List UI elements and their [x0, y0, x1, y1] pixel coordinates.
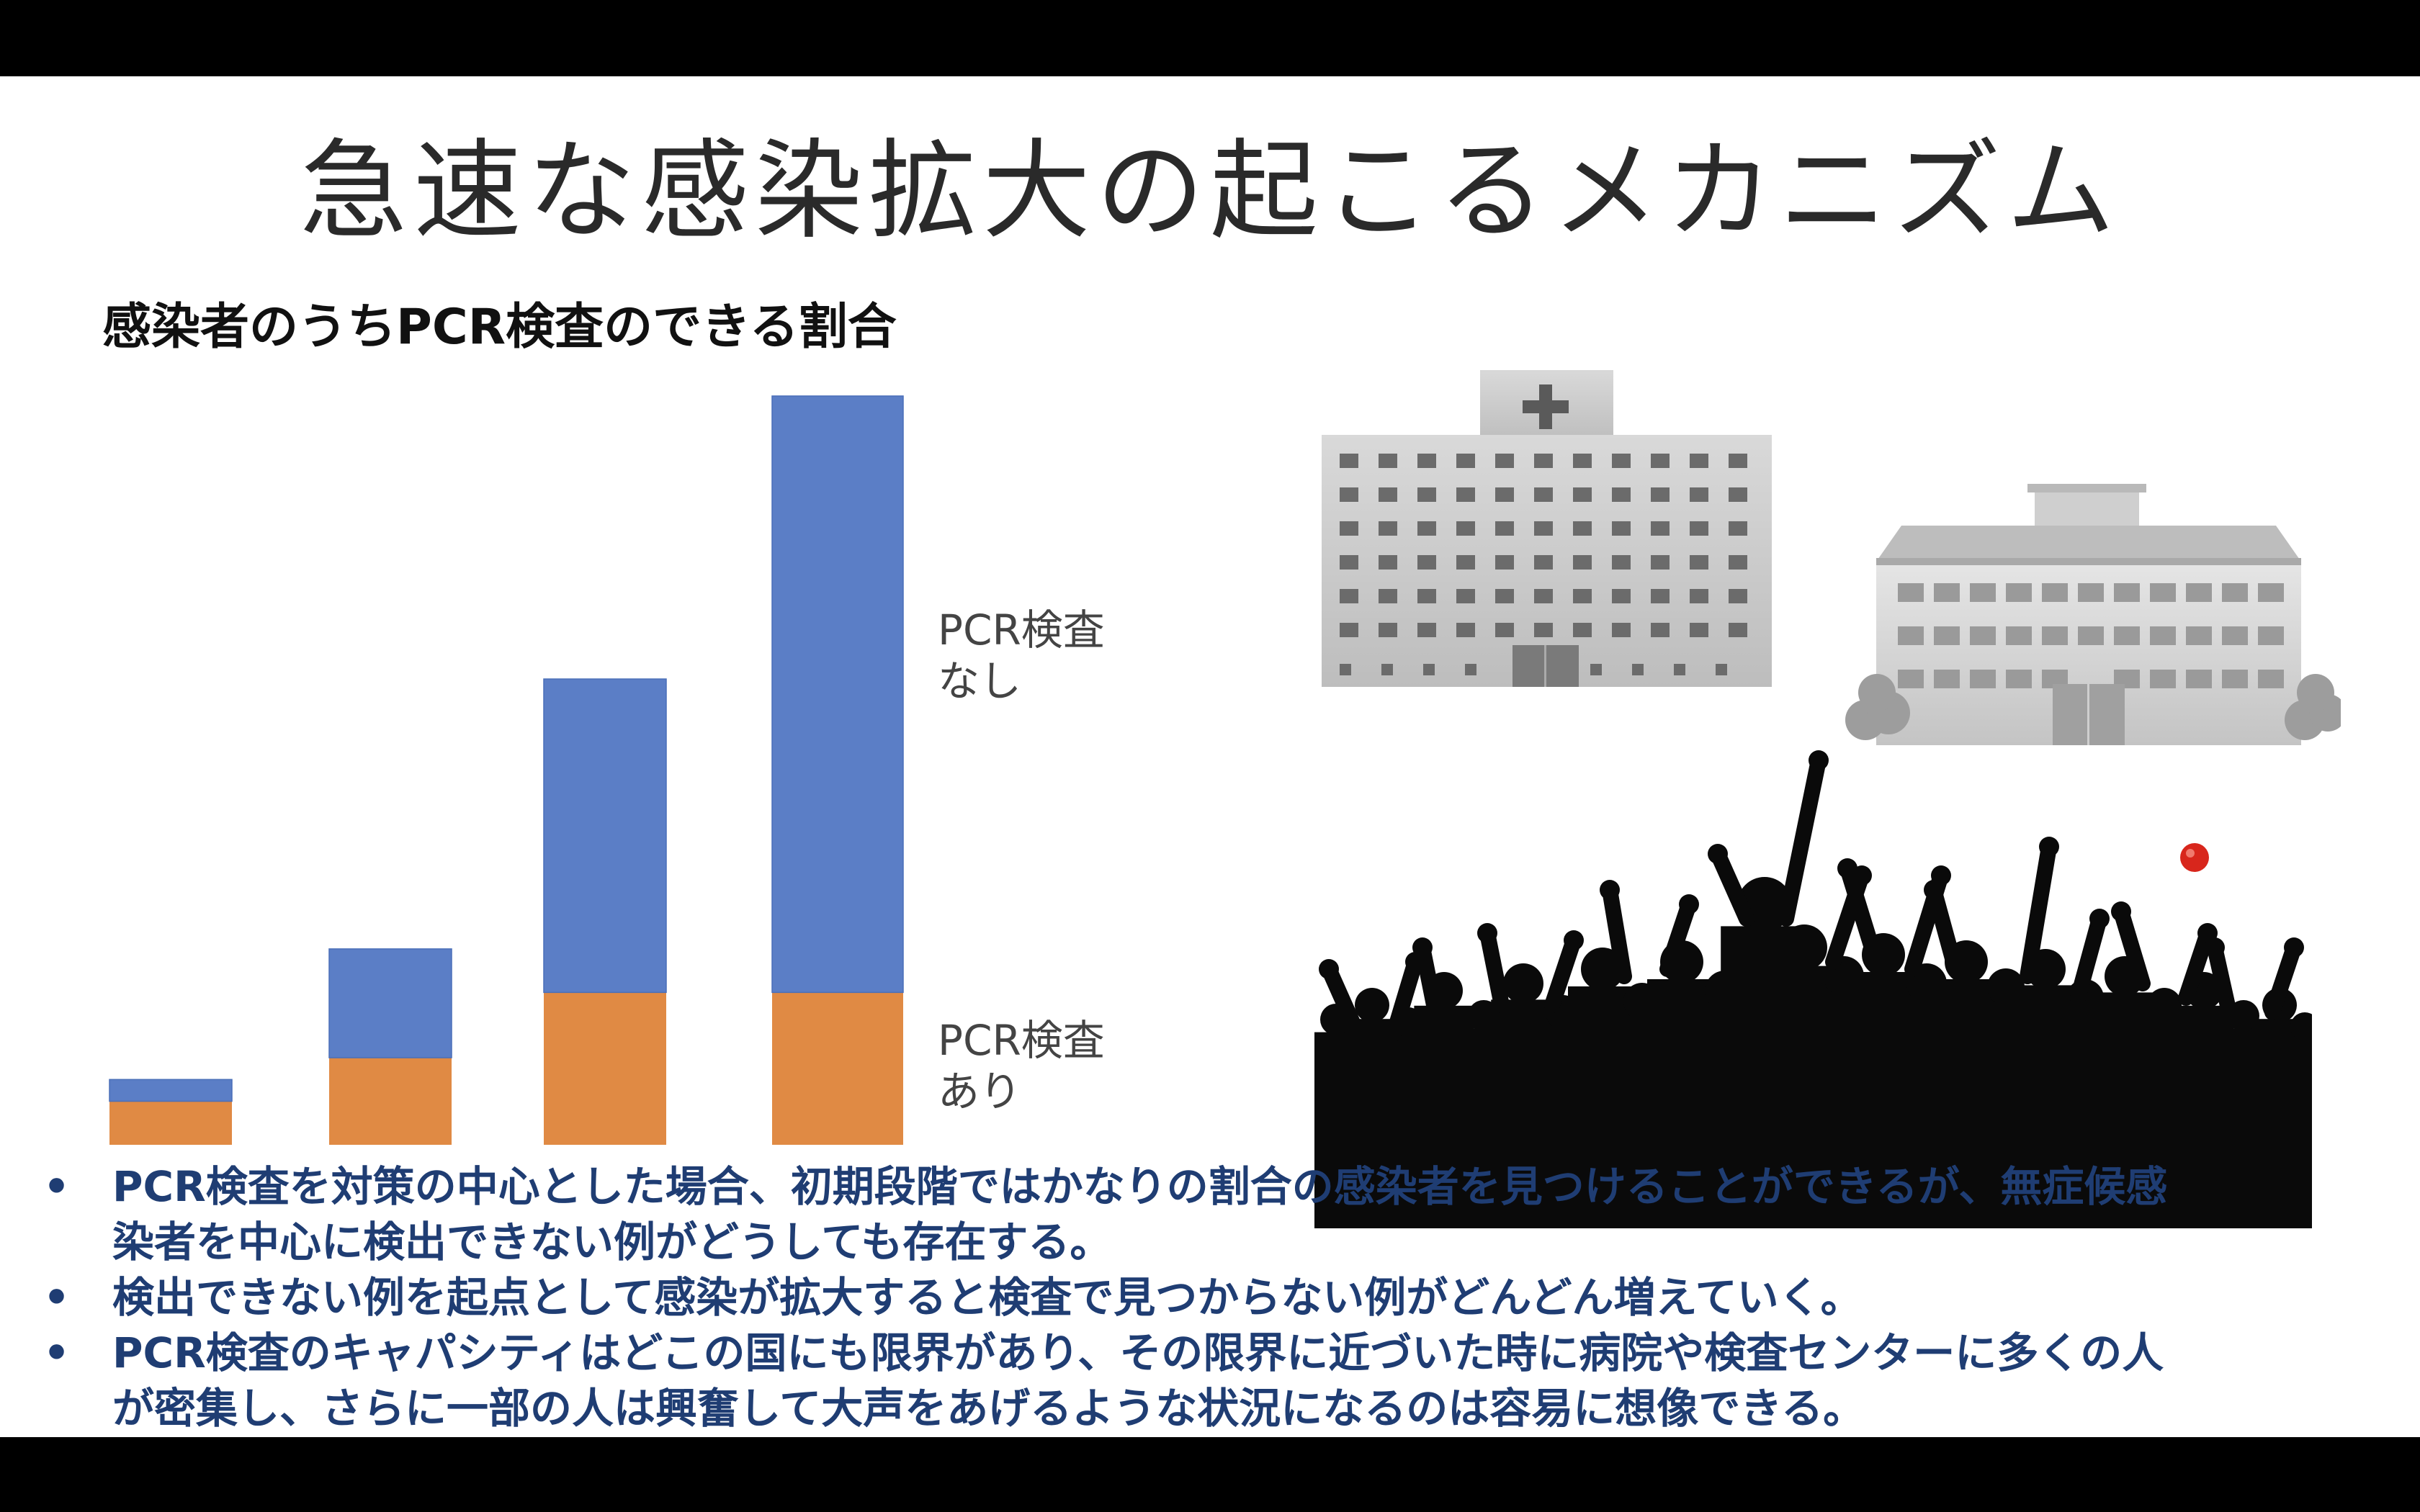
bullet-marker: •: [43, 1273, 71, 1322]
bullet-item-1: • PCR検査を対策の中心とした場合、初期段階ではかなりの割合の感染者を見つける…: [43, 1159, 2377, 1270]
bullet-item-3: • PCR検査のキャパシティはどこの国にも限界があり、その限界に近づいた時に病院…: [43, 1326, 2377, 1436]
stacked-bar-chart: [109, 395, 904, 1145]
bullet-marker: •: [43, 1328, 71, 1377]
legend-label-no-pcr: PCR検査 なし: [938, 605, 1105, 707]
bar-pcr-1: [109, 1101, 232, 1145]
legend-label-pcr-line1: PCR検査: [938, 1016, 1105, 1065]
presentation-slide: 急速な感染拡大の起こるメカニズム 感染者のうちPCR検査のできる割合 PCR検査…: [0, 76, 2420, 1437]
bullet-3-line-1: PCR検査のキャパシティはどこの国にも限界があり、その限界に近づいた時に病院や検…: [112, 1328, 2164, 1377]
hospital-building-icon: [1322, 370, 1772, 687]
bar-pcr-4: [772, 992, 903, 1145]
bullet-marker: •: [43, 1162, 71, 1211]
legend-label-pcr: PCR検査 あり: [938, 1015, 1105, 1117]
bullet-item-2: • 検出できない例を起点として感染が拡大すると検査で見つからない例がどんどん増え…: [43, 1270, 2377, 1326]
legend-label-pcr-line2: あり: [938, 1066, 1022, 1116]
bar-pcr-2: [329, 1058, 452, 1145]
bullet-2-line-1: 検出できない例を起点として感染が拡大すると検査で見つからない例がどんどん増えてい…: [112, 1273, 1863, 1322]
bar-no-pcr-1: [109, 1079, 233, 1102]
legend-label-no-pcr-line2: なし: [938, 656, 1022, 706]
bar-pcr-3: [544, 992, 666, 1145]
bar-no-pcr-2: [328, 948, 452, 1058]
slide-title: 急速な感染拡大の起こるメカニズム: [299, 129, 2120, 254]
bar-no-pcr-4: [771, 395, 904, 994]
bar-no-pcr-3: [543, 678, 667, 994]
bullet-3-line-2: が密集し、さらに一部の人は興奮して大声をあげるような状況になるのは容易に想像でき…: [112, 1384, 1865, 1433]
school-building-icon: [1845, 484, 2341, 745]
crowd-silhouette-icon: [1314, 750, 2312, 1228]
legend-label-no-pcr-line1: PCR検査: [938, 606, 1105, 654]
bullet-1-line-1: PCR検査を対策の中心とした場合、初期段階ではかなりの割合の感染者を見つけること…: [112, 1162, 2168, 1211]
bullet-1-line-2: 染者を中心に検出できない例がどうしても存在する。: [112, 1218, 1112, 1266]
bottom-letterbox: [0, 1437, 2420, 1512]
chart-heading: 感染者のうちPCR検査のできる割合: [102, 299, 897, 356]
bullet-list: • PCR検査を対策の中心とした場合、初期段階ではかなりの割合の感染者を見つける…: [43, 1159, 2377, 1436]
top-letterbox: [0, 0, 2420, 76]
